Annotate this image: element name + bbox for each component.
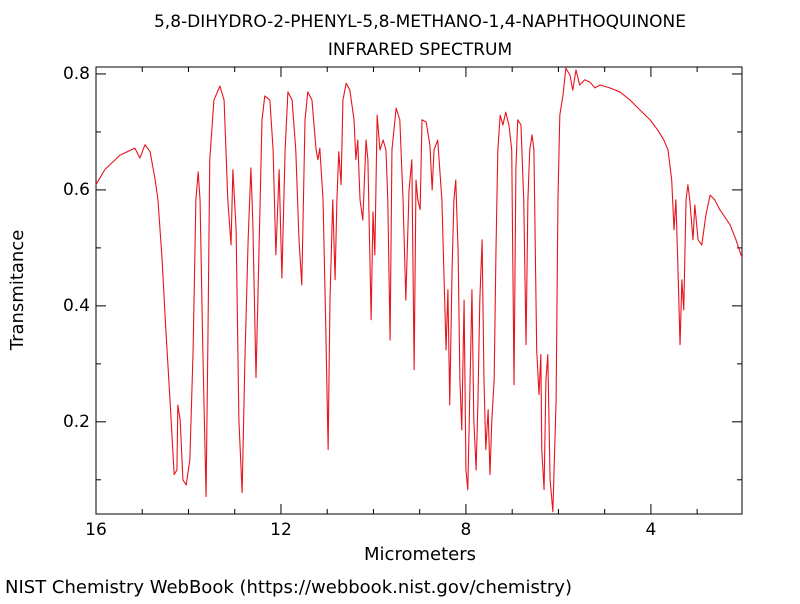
x-tick-label: 8: [461, 520, 472, 540]
x-tick-label: 16: [85, 520, 107, 540]
chart-subtitle: INFRARED SPECTRUM: [328, 40, 512, 60]
plot-frame: [95, 66, 743, 515]
footer: NIST Chemistry WebBook (https://webbook.…: [5, 577, 572, 598]
spectrum-line: [95, 67, 743, 513]
y-tick-label: 0.2: [63, 412, 90, 432]
y-axis-label: Transmitance: [7, 230, 28, 352]
x-tick-label: 4: [645, 520, 656, 540]
x-tick-label: 12: [270, 520, 292, 540]
y-tick-label: 0.6: [63, 180, 90, 200]
x-axis-label: Micrometers: [364, 544, 476, 565]
y-tick-label: 0.8: [63, 64, 90, 84]
chart-title: 5,8-DIHYDRO-2-PHENYL-5,8-METHANO-1,4-NAP…: [154, 12, 686, 32]
y-tick-label: 0.4: [63, 296, 90, 316]
